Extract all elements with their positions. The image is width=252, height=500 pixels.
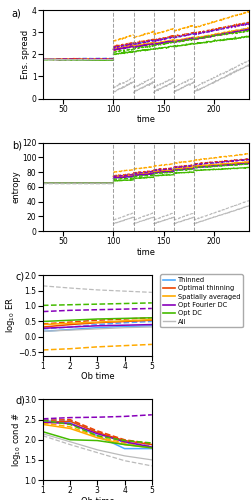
X-axis label: time: time — [137, 115, 156, 124]
Text: a): a) — [12, 8, 22, 18]
Legend: Thinned, Optimal thinning, Spatially averaged, Opt Fourier DC, Opt DC, All: Thinned, Optimal thinning, Spatially ave… — [160, 274, 243, 328]
Y-axis label: log$_{10}$ ER: log$_{10}$ ER — [4, 297, 17, 334]
Text: c): c) — [16, 271, 25, 281]
Text: b): b) — [12, 140, 22, 150]
Text: d): d) — [16, 396, 25, 406]
X-axis label: time: time — [137, 248, 156, 256]
Y-axis label: Ens. spread: Ens. spread — [21, 30, 30, 79]
X-axis label: Ob time: Ob time — [80, 372, 114, 381]
X-axis label: Ob time: Ob time — [80, 496, 114, 500]
Y-axis label: log$_{10}$ cond #: log$_{10}$ cond # — [10, 412, 23, 467]
Y-axis label: entropy: entropy — [12, 170, 21, 203]
